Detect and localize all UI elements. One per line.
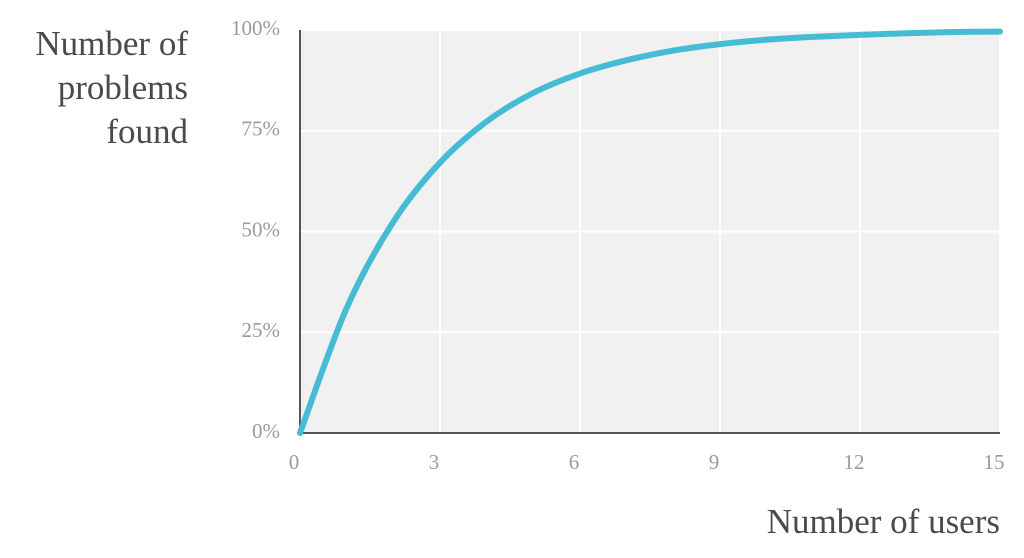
x-tick-label: 6 — [569, 450, 580, 474]
y-tick-label: 75% — [242, 117, 281, 141]
line-series — [297, 28, 1003, 436]
x-tick-label: 0 — [289, 450, 300, 474]
y-axis-label: Number of problems found — [35, 24, 188, 151]
x-tick-label: 15 — [984, 450, 1005, 474]
y-tick-label: 25% — [242, 318, 281, 342]
y-tick-label: 50% — [242, 217, 281, 241]
x-tick-label: 9 — [709, 450, 720, 474]
x-tick-label: 12 — [844, 450, 865, 474]
y-tick-label: 100% — [231, 16, 280, 40]
x-axis-label: Number of users — [767, 502, 1000, 541]
x-tick-label: 3 — [429, 450, 440, 474]
y-tick-label: 0% — [252, 419, 280, 443]
